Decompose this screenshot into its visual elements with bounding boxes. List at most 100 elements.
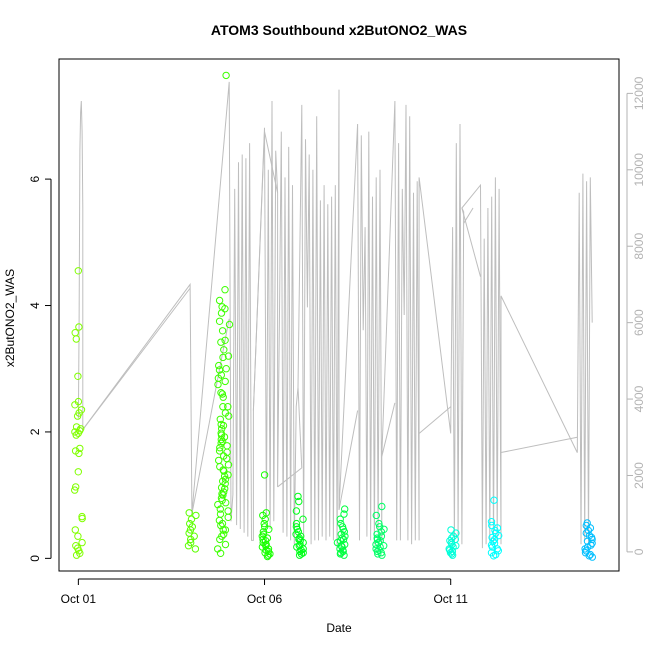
data-point <box>218 327 227 335</box>
data-point <box>217 521 225 530</box>
data-point <box>217 494 226 502</box>
data-point <box>216 505 225 513</box>
data-point <box>495 531 503 540</box>
data-point <box>72 551 81 559</box>
data-point <box>487 518 496 526</box>
data-points <box>71 71 596 561</box>
data-point <box>488 543 496 551</box>
data-point <box>219 393 227 401</box>
data-point <box>220 530 228 538</box>
data-point <box>377 528 385 536</box>
data-point <box>222 499 230 507</box>
data-point <box>221 336 229 344</box>
data-point <box>490 496 498 504</box>
data-point <box>340 510 348 518</box>
data-point <box>185 509 193 517</box>
plot-frame <box>58 58 620 572</box>
y-axis-left: 0 2 4 6 <box>28 175 52 562</box>
altitude-line <box>77 81 593 549</box>
data-point <box>340 551 348 559</box>
data-point <box>218 437 227 446</box>
data-point <box>184 542 193 550</box>
data-point <box>76 444 84 453</box>
data-point <box>446 549 455 557</box>
data-point <box>216 444 224 452</box>
data-point <box>74 267 83 275</box>
data-point <box>586 550 594 559</box>
data-point <box>219 421 228 430</box>
y2-tick-label: 6000 <box>632 309 646 336</box>
data-point <box>187 515 196 523</box>
data-point <box>224 352 233 360</box>
x-tick-label: Oct 01 <box>61 592 97 606</box>
data-point <box>376 523 384 531</box>
data-point <box>221 526 230 534</box>
data-point <box>372 540 380 549</box>
data-point <box>220 346 228 354</box>
data-point <box>261 537 270 545</box>
data-point <box>261 523 269 531</box>
y2-tick-label: 0 <box>632 548 646 555</box>
data-point <box>588 539 596 547</box>
data-point <box>225 320 234 329</box>
data-point <box>299 515 307 523</box>
data-point <box>378 502 386 511</box>
data-point <box>336 515 344 523</box>
data-point <box>215 361 223 370</box>
data-point <box>263 552 272 561</box>
data-point <box>259 530 268 538</box>
data-point <box>292 507 301 515</box>
data-point <box>295 497 303 506</box>
y-axis-right: 0 2000 4000 6000 8000 10000 12000 <box>626 76 646 555</box>
data-point <box>75 323 83 331</box>
data-point <box>260 471 269 479</box>
altitude-connector-9 <box>461 207 481 277</box>
data-point <box>294 492 302 501</box>
y2-tick-label: 12000 <box>632 76 646 110</box>
data-point <box>215 296 224 305</box>
data-point <box>222 365 230 373</box>
altitude-connector-10 <box>500 436 578 454</box>
data-point <box>225 412 233 420</box>
data-point <box>218 303 226 311</box>
data-point <box>373 530 381 538</box>
data-point <box>494 547 502 555</box>
y2-tick-label: 8000 <box>632 233 646 260</box>
data-point <box>224 471 232 479</box>
data-point <box>489 537 497 545</box>
data-point <box>217 435 226 444</box>
data-point <box>259 511 267 520</box>
data-point <box>588 553 596 561</box>
data-point <box>224 403 232 411</box>
data-point <box>74 372 82 380</box>
data-point <box>71 401 79 409</box>
data-point <box>260 519 268 528</box>
data-point <box>215 447 224 455</box>
x-tick-label: Oct 11 <box>433 592 468 606</box>
data-point <box>75 449 83 458</box>
data-point <box>218 490 226 498</box>
data-point <box>221 377 229 386</box>
x-tick-label: Oct 06 <box>247 592 283 606</box>
data-point <box>224 507 232 515</box>
data-point <box>220 488 228 496</box>
data-point <box>215 366 224 374</box>
y-axis-label: x2ButONO2_WAS <box>3 269 17 367</box>
data-point <box>446 537 454 545</box>
x-axis: Oct 01 Oct 06 Oct 11 <box>61 578 468 606</box>
data-point <box>71 428 79 436</box>
data-point <box>292 519 301 528</box>
data-point <box>224 513 232 521</box>
data-point <box>582 521 590 530</box>
data-point <box>215 456 223 465</box>
data-point <box>223 442 231 450</box>
data-point <box>374 550 382 558</box>
data-point <box>217 338 225 346</box>
data-point <box>74 429 83 437</box>
data-point <box>218 532 226 540</box>
altitude-connector-8 <box>418 406 452 434</box>
data-point <box>220 467 228 475</box>
data-point <box>372 511 380 520</box>
altitude-connector-6 <box>338 410 359 510</box>
